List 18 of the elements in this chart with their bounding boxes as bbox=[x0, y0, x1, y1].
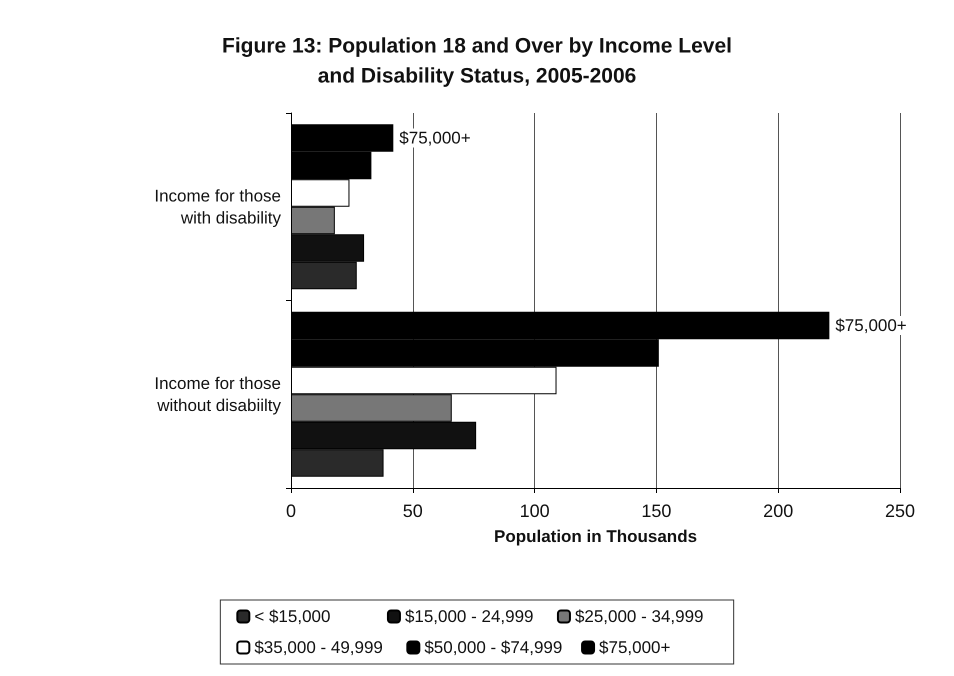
legend-label: $25,000 - 34,999 bbox=[574, 607, 713, 626]
x-tick-label: 0 bbox=[286, 501, 296, 521]
y-tick-label: Income for those without disabiilty bbox=[154, 374, 282, 415]
legend-label: $50,000 - $74,999 bbox=[424, 638, 568, 657]
chart-title: Figure 13: Population 18 and Over by Income Level and Disability Status, 2005-2006 bbox=[222, 34, 732, 88]
x-tick-label: 250 bbox=[884, 501, 916, 521]
legend-label: $75,000+ bbox=[599, 638, 718, 657]
x-tick-label: 200 bbox=[763, 501, 794, 521]
x-axis-title: Population in Thousands bbox=[494, 527, 698, 546]
legend-label: $15,000 - 24,999 bbox=[404, 607, 543, 626]
annotation: $75,000+ bbox=[399, 128, 471, 148]
legend-label: < $15,000 bbox=[254, 607, 373, 626]
x-tick-label: 100 bbox=[520, 501, 550, 521]
x-tick-label: 150 bbox=[641, 501, 672, 521]
y-tick-label: Income for those with disability bbox=[154, 186, 282, 228]
x-tick-label: 50 bbox=[402, 501, 423, 521]
legend-label: $35,000 - 49,999 bbox=[254, 638, 392, 657]
annotation: $75,000+ bbox=[835, 316, 907, 335]
